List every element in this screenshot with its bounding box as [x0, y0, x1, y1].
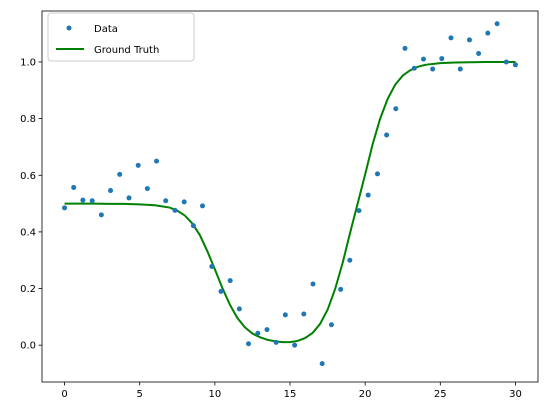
- y-tick-label: 0.4: [20, 227, 36, 238]
- data-point: [273, 339, 279, 345]
- legend: Data Ground Truth: [47, 12, 195, 62]
- x-tick-label: 10: [208, 389, 221, 400]
- legend-label-ground-truth: Ground Truth: [94, 45, 159, 56]
- data-point: [512, 62, 518, 68]
- data-point: [98, 212, 104, 218]
- data-point: [282, 312, 288, 318]
- legend-box: [47, 12, 195, 62]
- data-point: [457, 66, 463, 72]
- data-point: [126, 195, 132, 201]
- data-point: [310, 281, 316, 287]
- data-point: [503, 59, 509, 65]
- y-tick-label: 1.0: [20, 57, 36, 68]
- data-point: [135, 162, 141, 168]
- data-point: [144, 186, 150, 192]
- data-point: [246, 341, 252, 347]
- data-point: [393, 106, 399, 112]
- x-tick-label: 15: [284, 389, 297, 400]
- data-point: [328, 322, 334, 328]
- data-point: [236, 306, 242, 312]
- data-point: [89, 198, 95, 204]
- y-tick-label: 0.2: [20, 284, 36, 295]
- x-tick-label: 30: [509, 389, 522, 400]
- data-point: [301, 311, 307, 317]
- data-point: [181, 199, 187, 205]
- data-point: [62, 205, 68, 211]
- data-point: [108, 188, 114, 194]
- data-point: [227, 278, 233, 284]
- data-point: [420, 56, 426, 62]
- data-point: [264, 327, 270, 333]
- data-point: [71, 184, 77, 190]
- data-point: [338, 286, 344, 292]
- data-point: [365, 192, 371, 198]
- data-point: [255, 330, 261, 336]
- data-point: [172, 207, 178, 213]
- data-point: [347, 257, 353, 263]
- data-point: [411, 65, 417, 71]
- data-point: [402, 45, 408, 51]
- data-point: [485, 30, 491, 36]
- data-point: [466, 37, 472, 43]
- data-point: [218, 288, 224, 294]
- data-point: [200, 203, 206, 209]
- data-point: [374, 171, 380, 177]
- data-point: [319, 361, 325, 367]
- y-tick-label: 0.8: [20, 114, 36, 125]
- x-tick-label: 5: [137, 389, 143, 400]
- data-point: [163, 198, 169, 204]
- data-point: [448, 35, 454, 41]
- data-point: [384, 132, 390, 138]
- x-tick-label: 0: [61, 389, 67, 400]
- legend-label-data: Data: [94, 24, 118, 35]
- data-point: [476, 50, 482, 56]
- data-point: [494, 21, 500, 27]
- data-point: [356, 208, 362, 214]
- data-point: [80, 197, 86, 203]
- y-tick-label: 0.0: [20, 341, 36, 352]
- data-point: [430, 66, 436, 72]
- data-point: [190, 223, 196, 229]
- data-point: [292, 342, 298, 348]
- y-axis: 0.0 0.2 0.4 0.6 0.8 1.0: [20, 57, 42, 352]
- data-point: [439, 56, 445, 62]
- x-axis: 0 5 10 15 20 25 30: [61, 382, 522, 400]
- legend-marker-data: [66, 25, 72, 31]
- data-point: [117, 171, 123, 177]
- data-point: [209, 263, 215, 269]
- y-tick-label: 0.6: [20, 171, 36, 182]
- x-tick-label: 25: [434, 389, 447, 400]
- x-tick-label: 20: [359, 389, 372, 400]
- data-point: [154, 158, 160, 164]
- plot-area: [62, 21, 518, 367]
